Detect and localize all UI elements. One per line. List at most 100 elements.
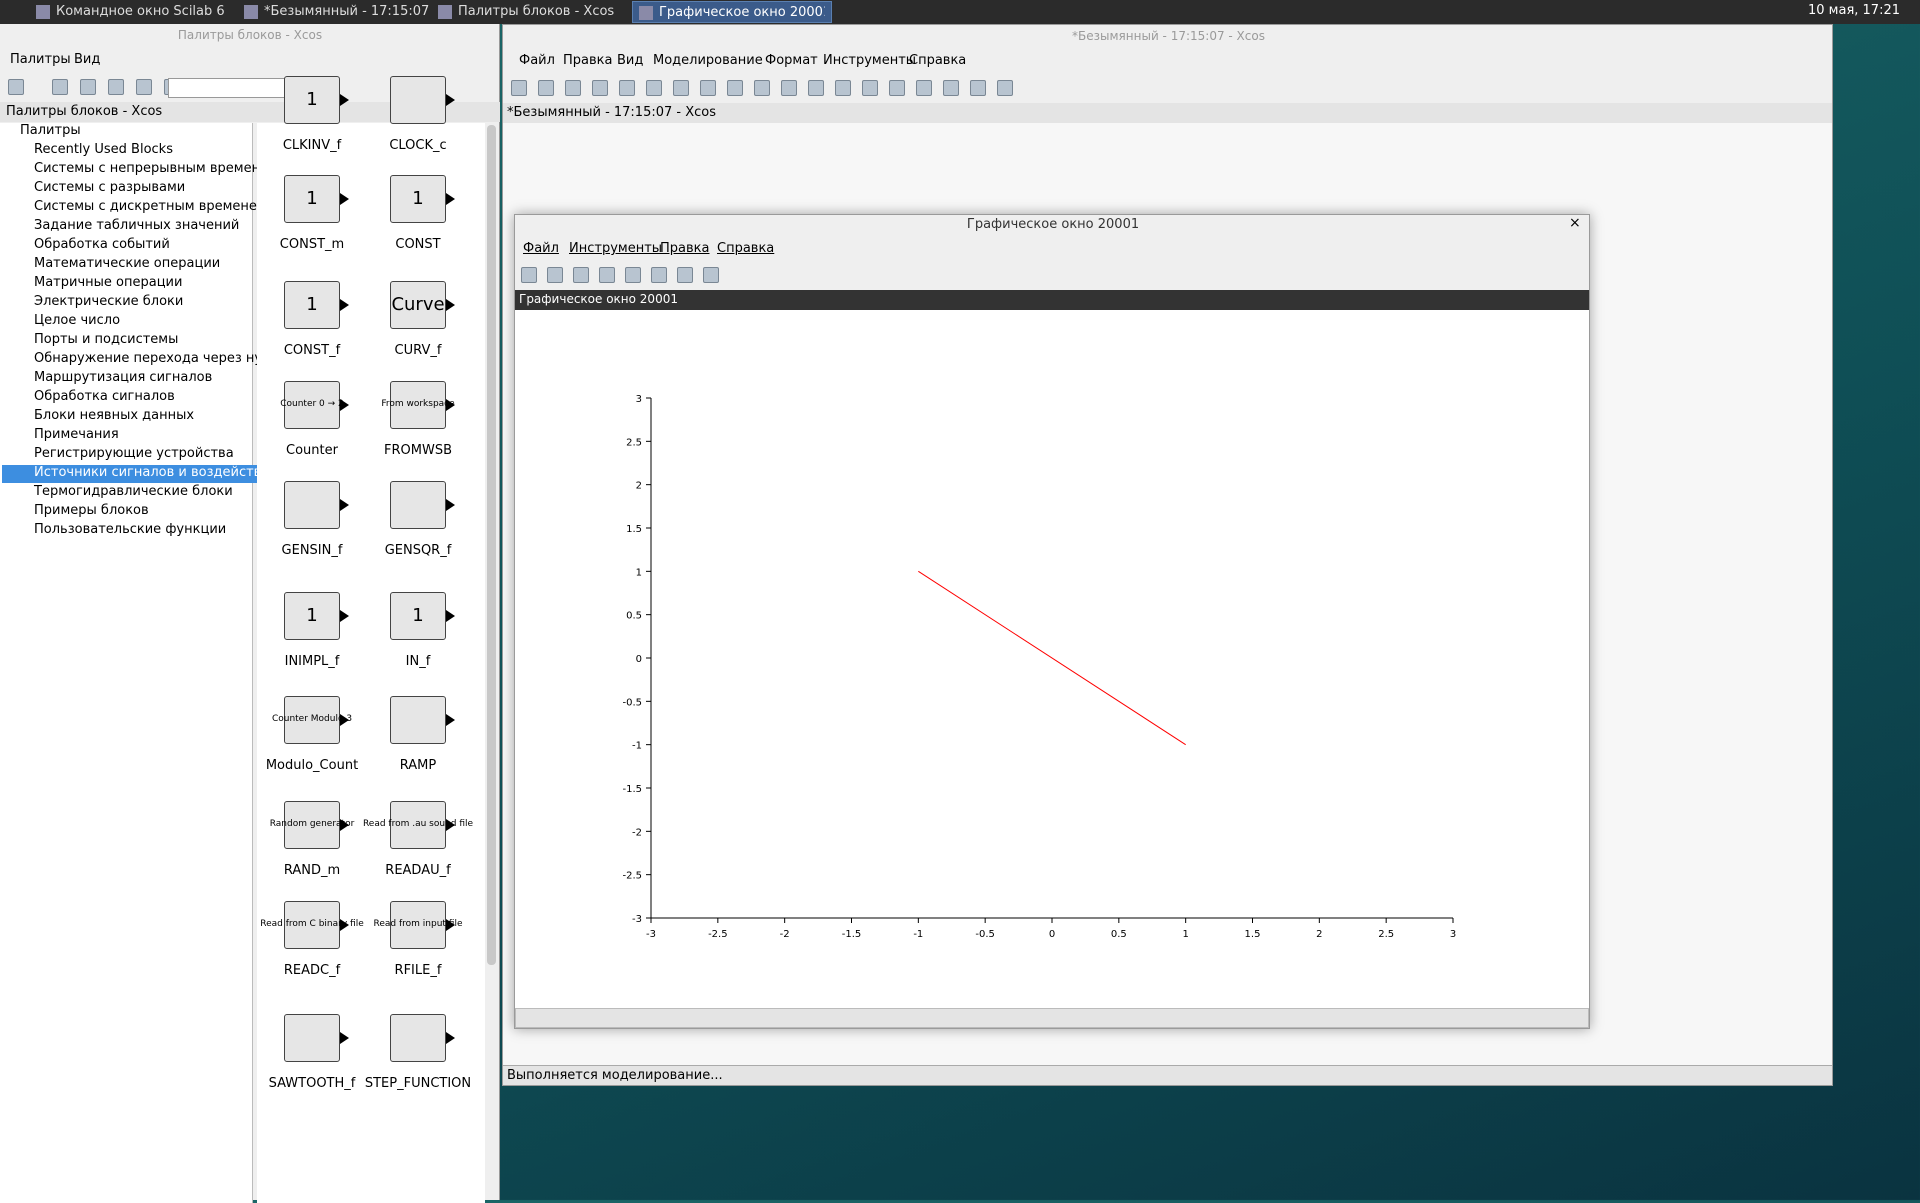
block-icon[interactable]: 1 xyxy=(284,281,340,329)
toolbar-button[interactable] xyxy=(943,80,959,96)
toolbar-button[interactable] xyxy=(619,80,635,96)
tree-item[interactable]: Системы с дискретным временем xyxy=(34,199,267,214)
toolbar-button[interactable] xyxy=(835,80,851,96)
toolbar-button[interactable] xyxy=(52,79,68,95)
block-icon[interactable]: 1 xyxy=(284,175,340,223)
toolbar-button[interactable] xyxy=(700,80,716,96)
block-label[interactable]: GENSIN_f xyxy=(281,543,343,558)
clock[interactable]: 10 мая, 17:21 xyxy=(1808,3,1900,18)
tree-item[interactable]: Блоки неявных данных xyxy=(34,408,195,423)
block-label[interactable]: RFILE_f xyxy=(394,963,442,978)
menu-item[interactable]: Справка xyxy=(909,53,967,68)
tree-item[interactable]: Источники сигналов и воздействий xyxy=(2,465,279,483)
menu-item[interactable]: Инструменты xyxy=(569,241,663,256)
menu-item[interactable]: Моделирование xyxy=(653,53,763,68)
tree-item[interactable]: Recently Used Blocks xyxy=(34,142,173,157)
block-icon[interactable] xyxy=(390,481,446,529)
tree-item[interactable]: Матричные операции xyxy=(34,275,183,290)
tree-item[interactable]: Электрические блоки xyxy=(34,294,184,309)
toolbar-button[interactable] xyxy=(997,80,1013,96)
menu-item[interactable]: Палитры xyxy=(10,52,71,67)
block-label[interactable]: Counter xyxy=(286,443,338,458)
block-label[interactable]: STEP_FUNCTION xyxy=(364,1076,472,1091)
block-icon[interactable]: Random generator xyxy=(270,801,354,849)
menu-item[interactable]: Формат xyxy=(765,53,818,68)
toolbar-button[interactable] xyxy=(651,267,667,283)
toolbar-button[interactable] xyxy=(781,80,797,96)
toolbar-button[interactable] xyxy=(754,80,770,96)
tree-item[interactable]: Термогидравлические блоки xyxy=(34,484,233,499)
tree-root[interactable]: Палитры xyxy=(20,123,81,138)
block-icon[interactable] xyxy=(390,76,446,124)
close-button[interactable]: × xyxy=(1569,215,1581,231)
tree-item[interactable]: Системы с непрерывным временем xyxy=(34,161,278,176)
toolbar-button[interactable] xyxy=(599,267,615,283)
menu-item[interactable]: Правка xyxy=(660,241,710,256)
menu-item[interactable]: Файл xyxy=(519,53,555,68)
block-icon[interactable]: From workspace xyxy=(381,381,455,429)
block-icon[interactable]: Counter 0 → 2 xyxy=(280,381,344,429)
toolbar-button[interactable] xyxy=(808,80,824,96)
tree-item[interactable]: Регистрирующие устройства xyxy=(34,446,234,461)
block-label[interactable]: Modulo_Count xyxy=(265,758,359,773)
block-label[interactable]: RAND_m xyxy=(283,863,341,878)
toolbar-button[interactable] xyxy=(727,80,743,96)
toolbar-button[interactable] xyxy=(8,79,24,95)
block-icon[interactable]: Read from C binary file xyxy=(260,901,364,949)
tree-item[interactable]: Порты и подсистемы xyxy=(34,332,179,347)
tree-item[interactable]: Примечания xyxy=(34,427,119,442)
toolbar-button[interactable] xyxy=(673,80,689,96)
taskbar-item[interactable]: Палитры блоков - Xcos xyxy=(432,1,632,23)
toolbar-button[interactable] xyxy=(592,80,608,96)
block-label[interactable]: GENSQR_f xyxy=(384,543,452,558)
tree-item[interactable]: Обработка событий xyxy=(34,237,170,252)
toolbar-button[interactable] xyxy=(677,267,693,283)
tree-item[interactable]: Пользовательские функции xyxy=(34,522,227,537)
tree-item[interactable]: Примеры блоков xyxy=(34,503,149,518)
toolbar-button[interactable] xyxy=(521,267,537,283)
tree-item[interactable]: Обнаружение перехода через нуль xyxy=(34,351,279,366)
toolbar-button[interactable] xyxy=(916,80,932,96)
block-label[interactable]: FROMWSB xyxy=(384,443,452,458)
block-label[interactable]: CURV_f xyxy=(394,343,442,358)
tree-item[interactable]: Маршрутизация сигналов xyxy=(34,370,213,385)
tree-item[interactable]: Целое число xyxy=(34,313,121,328)
toolbar-button[interactable] xyxy=(970,80,986,96)
tree-item[interactable]: Системы с разрывами xyxy=(34,180,186,195)
block-icon[interactable]: Read from .au sound file xyxy=(363,801,473,849)
menu-item[interactable]: Инструменты xyxy=(823,53,917,68)
taskbar-item[interactable]: Командное окно Scilab 6.0.1 xyxy=(30,1,230,23)
block-label[interactable]: CLKINV_f xyxy=(282,138,342,153)
tree-item[interactable]: Задание табличных значений xyxy=(34,218,240,233)
toolbar-button[interactable] xyxy=(646,80,662,96)
block-icon[interactable]: 1 xyxy=(390,175,446,223)
block-icon[interactable]: 1 xyxy=(284,76,340,124)
block-label[interactable]: READC_f xyxy=(283,963,341,978)
toolbar-button[interactable] xyxy=(547,267,563,283)
toolbar-button[interactable] xyxy=(511,80,527,96)
block-icon[interactable]: 1 xyxy=(284,592,340,640)
block-label[interactable]: INIMPL_f xyxy=(284,654,340,669)
toolbar-button[interactable] xyxy=(108,79,124,95)
menu-item[interactable]: Файл xyxy=(523,241,559,256)
block-icon[interactable]: Curve xyxy=(390,281,446,329)
tree-item[interactable]: Обработка сигналов xyxy=(34,389,175,404)
block-icon[interactable]: Read from input file xyxy=(374,901,463,949)
block-label[interactable]: READAU_f xyxy=(385,863,451,878)
block-icon[interactable] xyxy=(390,1014,446,1062)
tree-item[interactable]: Математические операции xyxy=(34,256,221,271)
taskbar-item[interactable]: *Безымянный - 17:15:07 - X... xyxy=(238,1,438,23)
block-icon[interactable] xyxy=(284,481,340,529)
toolbar-button[interactable] xyxy=(136,79,152,95)
toolbar-button[interactable] xyxy=(703,267,719,283)
menu-item[interactable]: Вид xyxy=(74,52,101,67)
block-label[interactable]: CONST_m xyxy=(279,237,345,252)
toolbar-button[interactable] xyxy=(538,80,554,96)
toolbar-button[interactable] xyxy=(565,80,581,96)
toolbar-button[interactable] xyxy=(625,267,641,283)
menu-item[interactable]: Справка xyxy=(717,241,775,256)
block-icon[interactable]: Counter Modulo 3 xyxy=(272,696,352,744)
block-label[interactable]: CLOCK_c xyxy=(389,138,447,153)
menu-item[interactable]: Вид xyxy=(617,53,644,68)
block-label[interactable]: CONST xyxy=(395,237,441,252)
